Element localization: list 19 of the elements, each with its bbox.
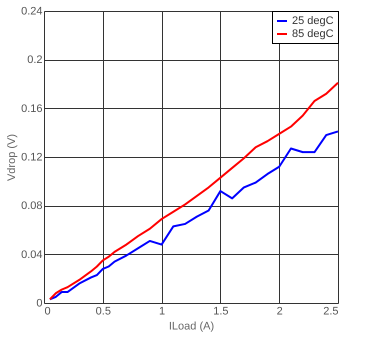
y-tick-label: 0.12 <box>21 152 42 164</box>
y-tick-label: 0.24 <box>21 6 42 18</box>
y-tick-label: 0 <box>36 298 42 310</box>
x-tick-label: 1.5 <box>213 306 229 318</box>
y-axis-title: Vdrop (V) <box>6 134 18 182</box>
y-tick-label: 0.2 <box>27 54 42 66</box>
x-tick-label: 0 <box>44 306 51 318</box>
line-series <box>48 130 339 300</box>
x-axis-title: ILoad (A) <box>168 320 214 332</box>
legend-label: 25 degC <box>292 15 334 27</box>
y-tick-label: 0.04 <box>21 248 42 261</box>
x-tick-label: 2 <box>276 306 283 318</box>
line-series <box>48 82 339 300</box>
y-tick-label: 0.08 <box>21 200 42 212</box>
x-tick-label: 2.5 <box>323 306 338 318</box>
x-tick-label: 0.5 <box>96 306 111 318</box>
x-tick-label: 1 <box>159 306 166 318</box>
y-tick-label: 0.16 <box>21 102 42 115</box>
legend-label: 85 degC <box>292 28 334 40</box>
